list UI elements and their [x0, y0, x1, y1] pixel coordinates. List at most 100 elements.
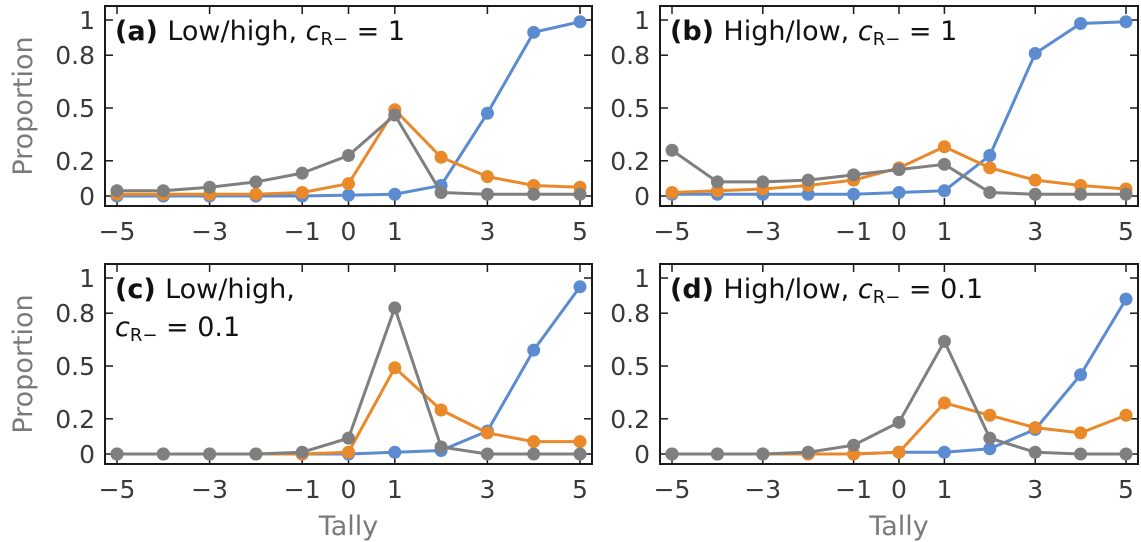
data-point-blue: [342, 188, 355, 202]
y-tick-label: 0: [634, 440, 650, 469]
data-point-gray: [756, 175, 770, 189]
data-point-gray: [937, 157, 951, 171]
y-tick-label: 1: [634, 6, 650, 35]
data-point-orange: [1074, 426, 1088, 440]
data-point-gray: [480, 187, 494, 201]
data-point-gray: [892, 163, 906, 177]
data-point-orange: [527, 435, 541, 449]
y-tick-label: 0.2: [55, 147, 95, 176]
data-point-blue: [527, 343, 541, 357]
data-point-gray: [249, 447, 263, 461]
data-point-gray: [388, 108, 402, 122]
x-tick-label: 3: [1027, 475, 1043, 504]
data-point-gray: [388, 301, 402, 315]
data-point-gray: [1074, 187, 1088, 201]
x-tick-label: −1: [284, 217, 321, 246]
data-point-gray: [156, 184, 170, 198]
y-tick-label: 0.5: [610, 352, 650, 381]
data-point-orange: [480, 426, 494, 440]
data-point-gray: [892, 415, 906, 429]
data-point-gray: [1028, 187, 1042, 201]
x-tick-label: 1: [936, 475, 952, 504]
x-axis-label: Tally: [318, 511, 379, 542]
data-point-blue: [1074, 17, 1088, 31]
data-point-gray: [156, 447, 170, 461]
panel-title-line2: cR− = 0.1: [115, 312, 240, 346]
x-tick-label: −1: [835, 475, 872, 504]
y-tick-label: 0.5: [55, 352, 95, 381]
data-point-orange: [388, 361, 402, 375]
data-point-orange: [937, 396, 951, 410]
data-point-blue: [480, 106, 494, 120]
data-point-gray: [527, 447, 541, 461]
data-point-gray: [1119, 447, 1133, 461]
data-point-orange: [480, 170, 494, 184]
y-tick-label: 0.2: [55, 405, 95, 434]
y-axis-label: Proportion: [8, 294, 39, 433]
data-point-gray: [342, 431, 355, 445]
chart-panel-b: 00.20.50.81−5 −3 −1 0 1 3 5(b) High/low, cR− =…: [610, 5, 1139, 246]
chart-panel-a: 0 0.2 0.5 0.8 1 −5 −3 −1 0 1 3 5 Proportion (a) Low/h…: [8, 5, 593, 246]
data-point-blue: [527, 25, 541, 39]
data-point-blue: [983, 442, 997, 456]
data-point-gray: [801, 173, 815, 187]
data-point-orange: [892, 445, 906, 459]
data-point-gray: [710, 447, 724, 461]
data-point-orange: [983, 408, 997, 422]
y-tick-label: 1: [634, 264, 650, 293]
data-point-blue: [892, 185, 906, 199]
x-tick-label: −3: [744, 475, 781, 504]
data-point-blue: [1028, 46, 1042, 60]
data-point-gray: [937, 334, 951, 348]
data-point-gray: [249, 175, 263, 189]
data-point-gray: [1119, 187, 1133, 201]
data-point-blue: [937, 184, 951, 198]
y-tick-label: 0: [79, 440, 95, 469]
x-tick-label: 3: [1027, 217, 1043, 246]
data-point-gray: [665, 143, 679, 157]
data-point-orange: [295, 185, 309, 199]
data-point-orange: [573, 435, 587, 449]
data-point-blue: [1119, 15, 1133, 29]
y-tick-label: 0: [634, 182, 650, 211]
y-tick-label: 0.8: [610, 41, 650, 70]
data-point-gray: [801, 445, 815, 459]
data-point-gray: [295, 445, 309, 459]
x-tick-label: 0: [341, 217, 357, 246]
data-point-gray: [295, 166, 309, 180]
data-point-gray: [983, 185, 997, 199]
data-point-gray: [434, 440, 448, 454]
data-point-gray: [756, 447, 770, 461]
x-tick-label: 0: [341, 475, 357, 504]
data-point-gray: [710, 175, 724, 189]
x-tick-label: 1: [936, 217, 952, 246]
data-point-gray: [342, 149, 355, 163]
data-point-gray: [110, 447, 124, 461]
data-point-orange: [249, 187, 263, 201]
y-tick-label: 0.5: [55, 94, 95, 123]
data-point-gray: [203, 180, 217, 194]
x-tick-label: −5: [99, 217, 136, 246]
data-point-gray: [110, 184, 124, 198]
data-point-gray: [573, 447, 587, 461]
x-tick-label: −1: [284, 475, 321, 504]
data-point-gray: [1028, 445, 1042, 459]
x-tick-label: 5: [572, 475, 588, 504]
y-tick-label: 0.8: [55, 41, 95, 70]
x-tick-label: 5: [1118, 217, 1134, 246]
series-line-gray: [672, 339, 1126, 456]
data-point-orange: [665, 185, 679, 199]
x-axis-label: Tally: [868, 511, 929, 542]
x-tick-label: 0: [891, 475, 907, 504]
data-point-orange: [983, 161, 997, 175]
y-tick-label: 1: [79, 6, 95, 35]
x-tick-label: −5: [654, 217, 691, 246]
x-tick-label: 1: [387, 475, 403, 504]
data-point-gray: [847, 438, 861, 452]
chart-panel-c: 0 0.2 0.5 0.8 1 −5 −3 −1 0 1 3 5 Proportion Tally (c) …: [8, 263, 593, 542]
y-tick-label: 1: [79, 264, 95, 293]
panel-title: (d) High/low, cR− = 0.1: [670, 274, 983, 308]
x-tick-label: 0: [891, 217, 907, 246]
data-point-orange: [1028, 173, 1042, 187]
